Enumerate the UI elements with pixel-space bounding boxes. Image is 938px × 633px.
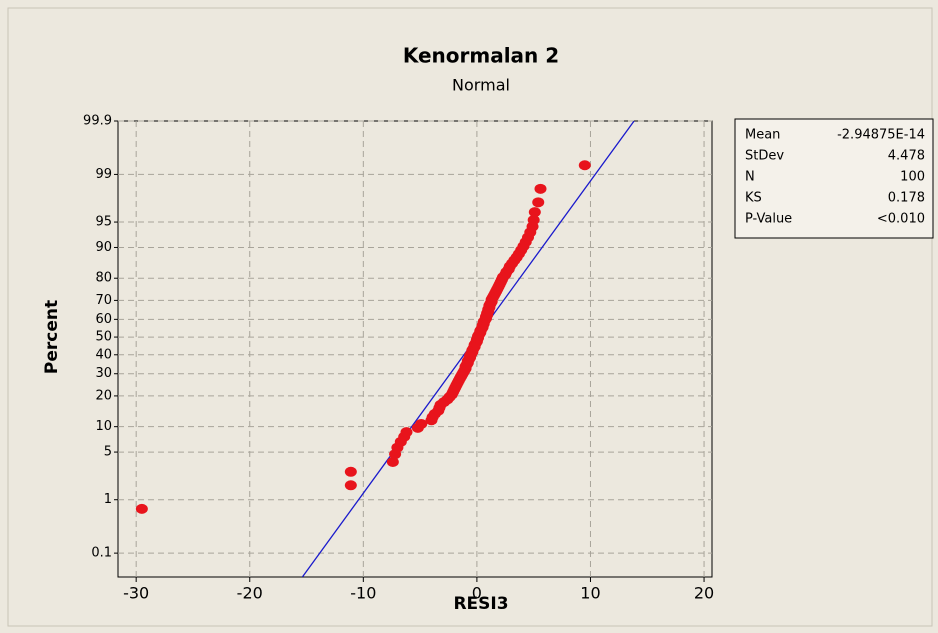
y-tick-label: 5	[104, 445, 112, 460]
x-tick-label: -10	[350, 584, 376, 603]
stat-name: StDev	[745, 149, 784, 164]
data-point	[136, 504, 148, 514]
y-tick-label: 40	[95, 347, 112, 362]
stat-value: <0.010	[877, 212, 925, 227]
y-tick-label: 95	[95, 215, 112, 230]
x-tick-label: -20	[237, 584, 263, 603]
y-tick-label: 1	[104, 492, 112, 507]
data-point	[532, 197, 544, 207]
y-tick-label: 30	[95, 366, 112, 381]
data-point	[579, 160, 591, 170]
y-tick-label: 70	[95, 293, 112, 308]
data-point	[400, 427, 412, 437]
data-point	[345, 467, 357, 477]
y-tick-label: 20	[95, 388, 112, 403]
stat-value: 100	[900, 170, 925, 185]
y-tick-label: 90	[95, 240, 112, 255]
stat-value: 0.178	[888, 191, 925, 206]
x-tick-label: 0	[472, 584, 482, 603]
y-tick-label: 60	[95, 312, 112, 327]
chart-title: Kenormalan 2	[403, 44, 559, 68]
stat-name: Mean	[745, 128, 780, 143]
stat-value: 4.478	[888, 149, 925, 164]
x-tick-label: 10	[580, 584, 600, 603]
y-tick-label: 10	[95, 419, 112, 434]
stat-value: -2.94875E-14	[837, 128, 925, 143]
x-tick-label: 20	[694, 584, 714, 603]
y-tick-label: 80	[95, 271, 112, 286]
background	[0, 0, 938, 633]
chart: Kenormalan 2 Normal RESI3 Percent 0.1151…	[0, 0, 938, 633]
y-axis-label: Percent	[42, 300, 62, 374]
x-tick-label: -30	[123, 584, 149, 603]
data-point	[535, 184, 547, 194]
y-tick-label: 50	[95, 330, 112, 345]
stat-name: N	[745, 170, 755, 185]
data-point	[415, 419, 427, 429]
y-tick-label: 99	[95, 167, 112, 182]
stat-name: P-Value	[745, 212, 792, 227]
data-point	[345, 480, 357, 490]
chart-subtitle: Normal	[452, 76, 510, 95]
y-tick-label: 0.1	[91, 546, 112, 561]
stat-name: KS	[745, 191, 762, 206]
data-point	[529, 207, 541, 217]
y-tick-label: 99.9	[83, 114, 112, 129]
